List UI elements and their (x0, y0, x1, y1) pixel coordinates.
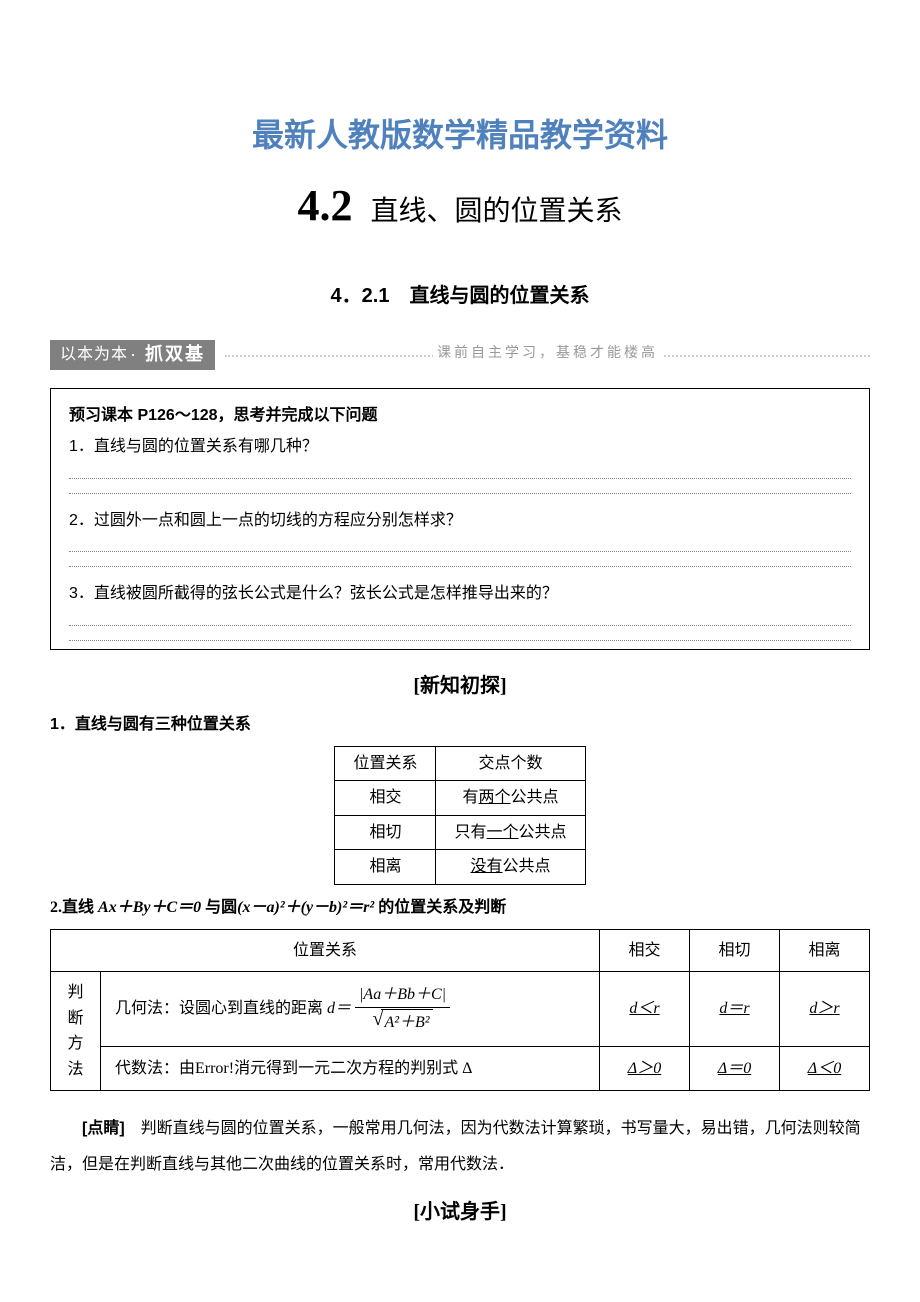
alg-label: 代数法：由Error!消元得到一元二次方程的判别式 Δ (115, 1060, 472, 1077)
wt-side-label: 判断方法 (51, 972, 101, 1091)
section-title: 直线、圆的位置关系 (370, 190, 622, 235)
val: Δ＜0 (808, 1060, 841, 1077)
banner-right: 课前自主学习，基稳才能楼高 (225, 340, 870, 370)
geom-d: d＝ (327, 996, 351, 1022)
preview-question-box: 预习课本 P126～128，思考并完成以下问题 1．直线与圆的位置关系有哪几种？… (50, 388, 870, 650)
table-row: 相离 没有公共点 (335, 850, 585, 885)
p2-post: 的位置关系及判断 (374, 899, 506, 916)
wt-geom-c1: d＜r (600, 972, 690, 1047)
dotted-rule (69, 493, 851, 494)
cell-post: 公共点 (511, 789, 559, 806)
sqrt-body: A²＋B² (381, 1009, 432, 1036)
xinzhi-p1: 1．直线与圆有三种位置关系 (50, 712, 870, 738)
banner-left-plain: 以本为本 · (50, 340, 145, 370)
tail-heading: [小试身手] (50, 1196, 870, 1228)
table-row: 位置关系 相交 相切 相离 (51, 929, 870, 972)
note-paragraph: [点睛] 判断直线与圆的位置关系，一般常用几何法，因为代数法计算繁琐，书写量大，… (50, 1111, 870, 1181)
val: Δ＝0 (718, 1060, 751, 1077)
cell-rel: 相切 (335, 815, 436, 850)
banner-left: 以本为本 · 抓双基 (50, 340, 215, 370)
line-equation: Ax＋By＋C＝0 (98, 899, 201, 916)
note-text: 判断直线与圆的位置关系，一般常用几何法，因为代数法计算繁琐，书写量大，易出错，几… (50, 1120, 861, 1172)
val: d＝r (719, 1000, 749, 1017)
table-row: 代数法：由Error!消元得到一元二次方程的判别式 Δ Δ＞0 Δ＝0 Δ＜0 (51, 1046, 870, 1091)
cell-pre: 只有 (454, 824, 486, 841)
wt-head-rel: 位置关系 (51, 929, 600, 972)
cell-pre: 有 (462, 789, 478, 806)
cell-count: 有两个公共点 (436, 781, 585, 816)
geom-label-pre: 几何法：设圆心到直线的距离 (115, 996, 323, 1022)
note-label: [点睛] (82, 1120, 141, 1137)
frac-num: |Aa＋Bb＋C| (355, 982, 450, 1009)
section-number-line: 4.2 直线、圆的位置关系 (50, 171, 870, 241)
geom-formula: 几何法：设圆心到直线的距离 d＝ |Aa＋Bb＋C| √ A²＋B² (115, 982, 589, 1036)
val: d＞r (809, 1000, 839, 1017)
val: Δ＞0 (628, 1060, 661, 1077)
position-small-table: 位置关系 交点个数 相交 有两个公共点 相切 只有一个公共点 相离 没有公共点 (334, 746, 585, 885)
wt-head-tan: 相切 (690, 929, 780, 972)
wt-alg-c1: Δ＞0 (600, 1046, 690, 1091)
table-row: 位置关系 交点个数 (335, 746, 585, 781)
wt-alg-cell: 代数法：由Error!消元得到一元二次方程的判别式 Δ (101, 1046, 600, 1091)
circle-equation: (x－a)²＋(y－b)²＝r² (237, 899, 374, 916)
cell-post: 公共点 (503, 858, 551, 875)
cell-underline: 没有 (470, 858, 502, 875)
dotted-rule (69, 478, 851, 479)
dotted-rule (69, 551, 851, 552)
cell-rel: 相交 (335, 781, 436, 816)
xinzhi-heading: [新知初探] (50, 670, 870, 702)
frac-den: √ A²＋B² (355, 1008, 450, 1036)
wt-alg-c2: Δ＝0 (690, 1046, 780, 1091)
sqrt: √ A²＋B² (372, 1009, 432, 1036)
dotted-rule (69, 566, 851, 567)
banner-plain-text: 以本为本 (60, 342, 128, 368)
cell-rel: 相离 (335, 850, 436, 885)
section-number: 4.2 (297, 171, 352, 241)
small-th-count: 交点个数 (436, 746, 585, 781)
qbox-q2: 2．过圆外一点和圆上一点的切线的方程应分别怎样求？ (69, 508, 851, 534)
cell-post: 公共点 (519, 824, 567, 841)
wt-head-sep: 相离 (780, 929, 870, 972)
subsection-title: 4．2.1 直线与圆的位置关系 (50, 280, 870, 312)
cell-underline: 一个 (487, 824, 519, 841)
dotted-rule (69, 640, 851, 641)
wt-head-inter: 相交 (600, 929, 690, 972)
banner-row: 以本为本 · 抓双基 课前自主学习，基稳才能楼高 (50, 340, 870, 370)
main-title: 最新人教版数学精品教学资料 (50, 110, 870, 161)
qbox-heading: 预习课本 P126～128，思考并完成以下问题 (69, 403, 851, 429)
qbox-q1: 1．直线与圆的位置关系有哪几种？ (69, 434, 851, 460)
banner-left-bold: 抓双基 (145, 340, 215, 370)
cell-count: 没有公共点 (436, 850, 585, 885)
banner-dot: · (128, 340, 139, 369)
val: d＜r (629, 1000, 659, 1017)
wt-geom-cell: 几何法：设圆心到直线的距离 d＝ |Aa＋Bb＋C| √ A²＋B² (101, 972, 600, 1047)
wt-geom-c2: d＝r (690, 972, 780, 1047)
dotted-rule (69, 625, 851, 626)
xinzhi-p2: 2.直线 Ax＋By＋C＝0 与圆(x－a)²＋(y－b)²＝r² 的位置关系及… (50, 895, 870, 921)
fraction: |Aa＋Bb＋C| √ A²＋B² (355, 982, 450, 1036)
table-row: 相交 有两个公共点 (335, 781, 585, 816)
qbox-q3: 3．直线被圆所截得的弦长公式是什么？弦长公式是怎样推导出来的？ (69, 581, 851, 607)
judgement-wide-table: 位置关系 相交 相切 相离 判断方法 几何法：设圆心到直线的距离 d＝ |Aa＋… (50, 929, 870, 1092)
banner-right-text: 课前自主学习，基稳才能楼高 (433, 343, 662, 365)
cell-count: 只有一个公共点 (436, 815, 585, 850)
table-row: 相切 只有一个公共点 (335, 815, 585, 850)
small-th-rel: 位置关系 (335, 746, 436, 781)
wt-alg-c3: Δ＜0 (780, 1046, 870, 1091)
table-row: 判断方法 几何法：设圆心到直线的距离 d＝ |Aa＋Bb＋C| √ A²＋B² … (51, 972, 870, 1047)
p2-mid: 与圆 (201, 899, 237, 916)
cell-underline: 两个 (479, 789, 511, 806)
p2-pre: 2.直线 (50, 899, 98, 916)
wt-geom-c3: d＞r (780, 972, 870, 1047)
